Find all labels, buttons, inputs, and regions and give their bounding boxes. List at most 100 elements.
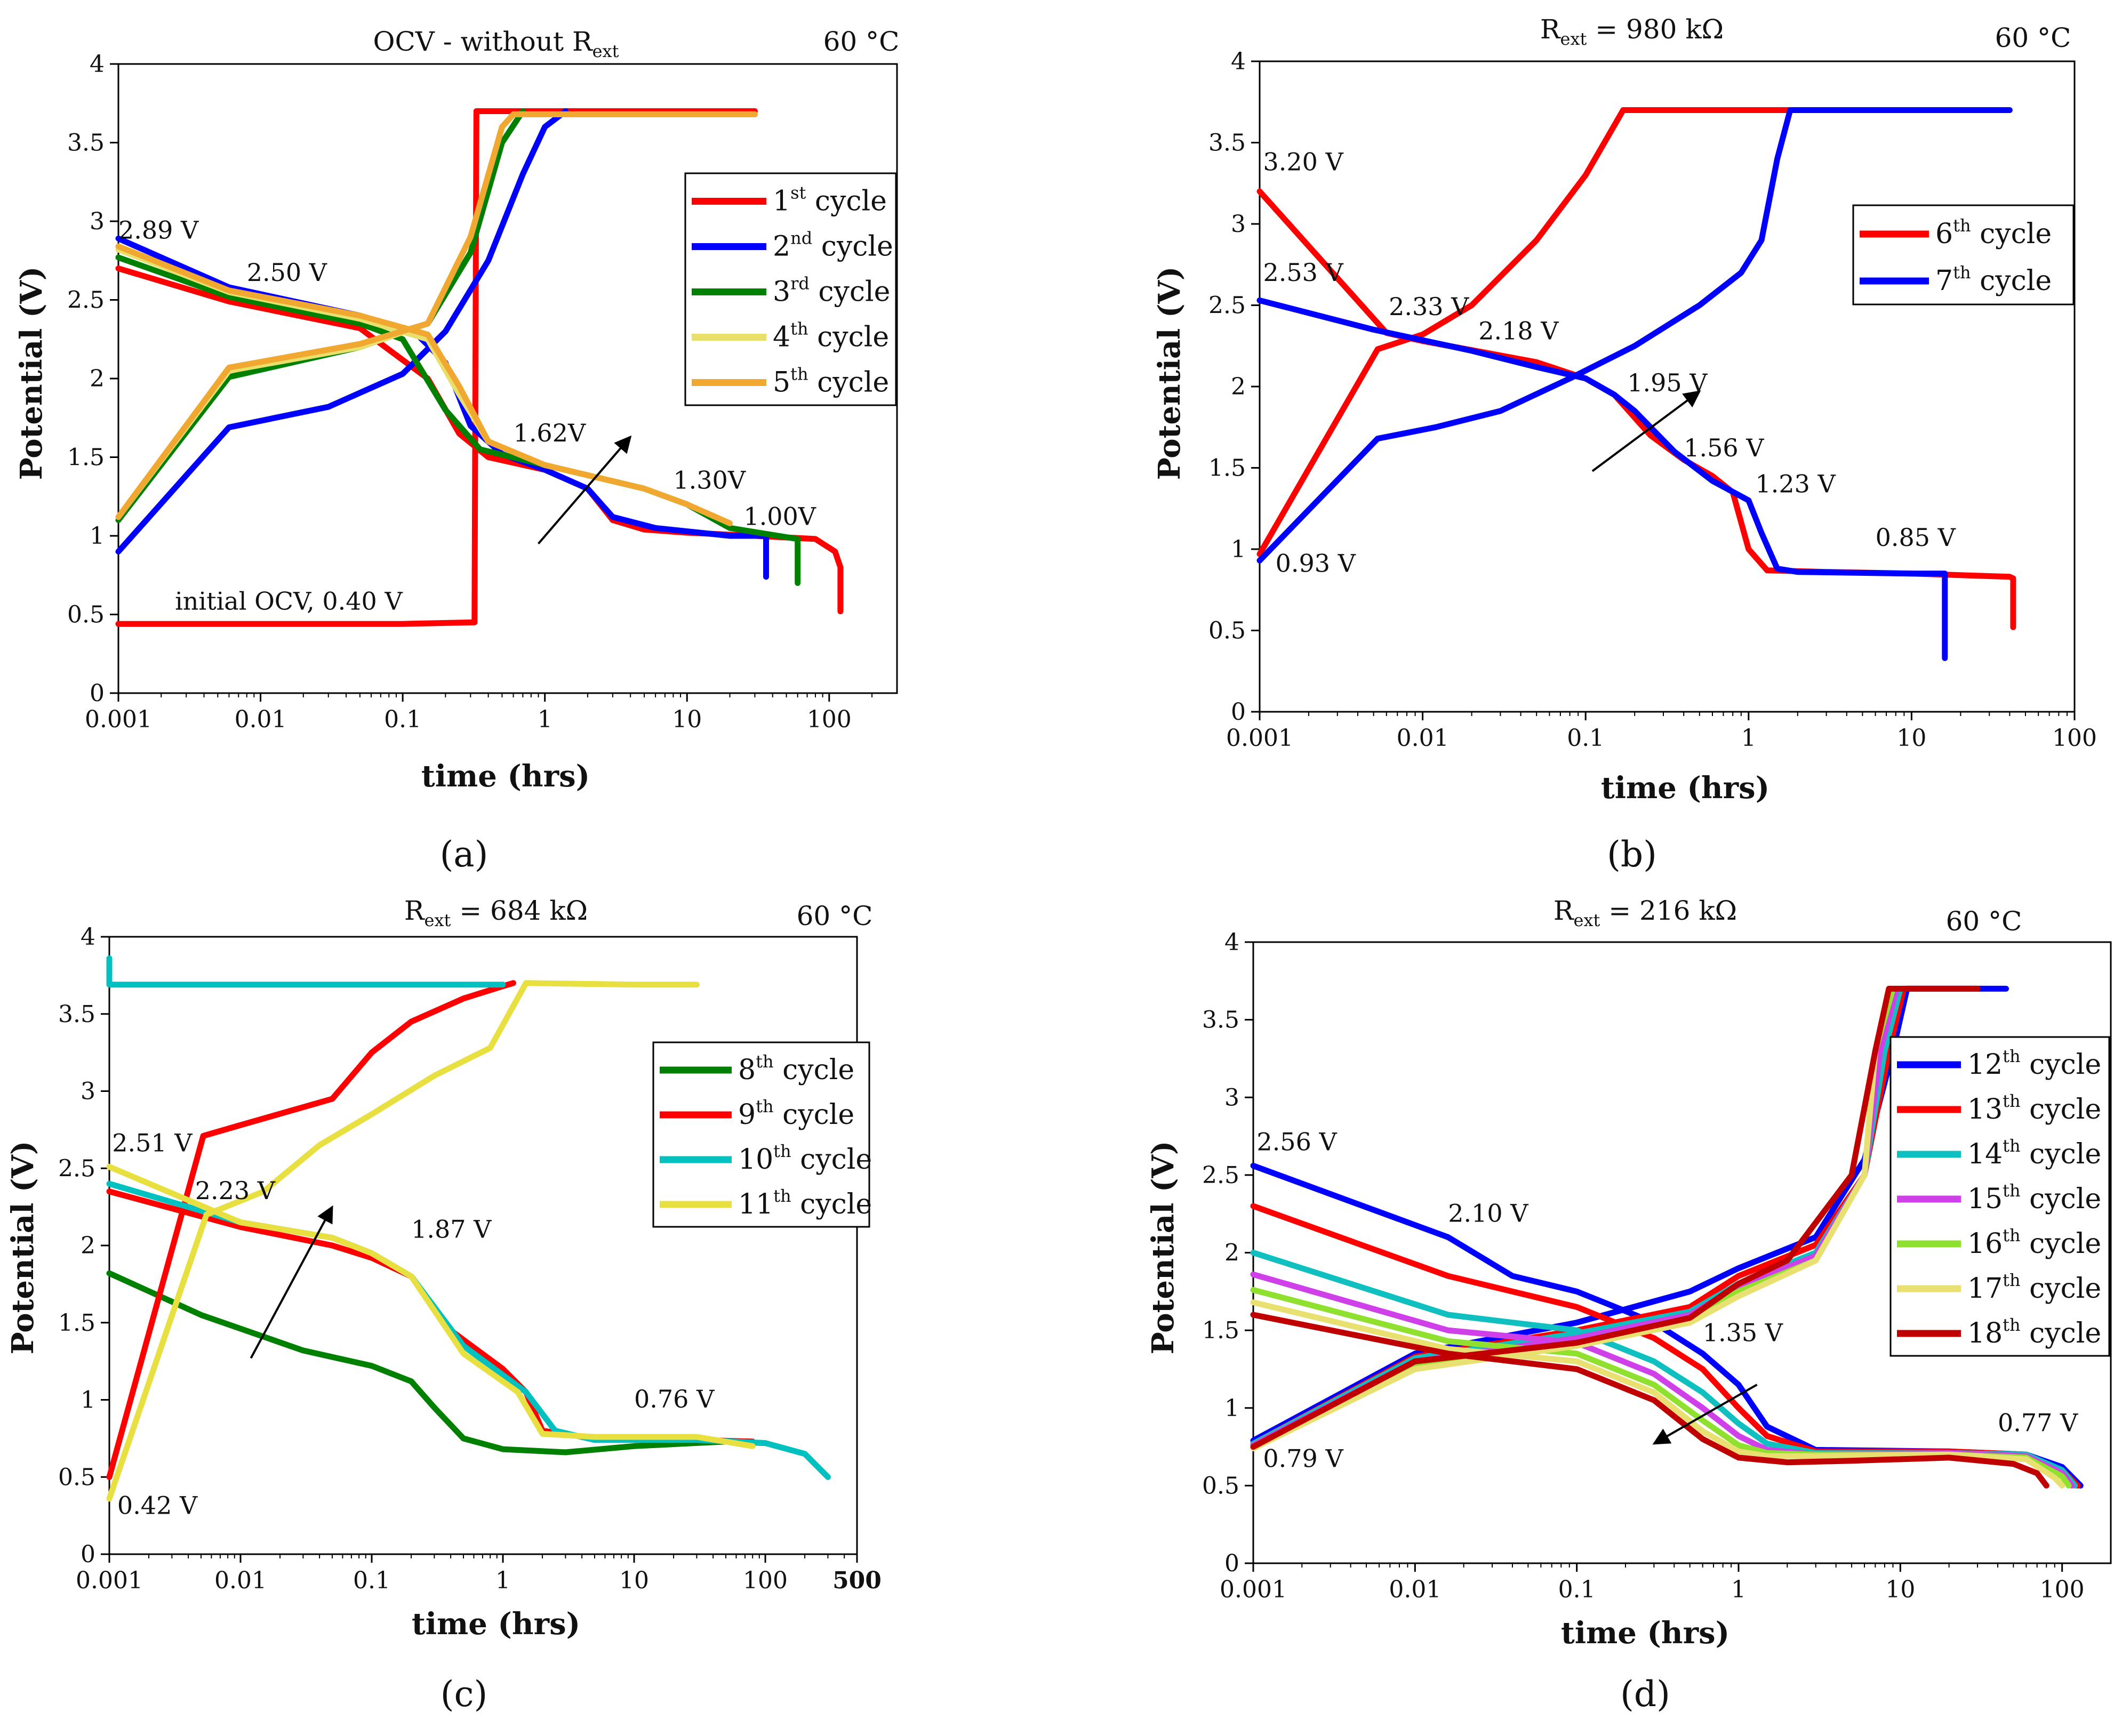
legend-item-d-12: 12th cycle: [1967, 1046, 2101, 1081]
annotations-a: 2.89 V 2.50 V 1.62V 1.30V 1.00V initial OCV, …: [118, 215, 816, 615]
x-tick-label-d: 1: [1731, 1576, 1746, 1603]
x-tick-label-c: 500: [832, 1567, 882, 1594]
series-line-d-17-charge: [1250, 985, 1892, 1451]
legend-b: 6th cycle 7th cycle: [1852, 204, 2075, 306]
temperature-label-d: 60 °C: [1946, 906, 2022, 937]
trend-arrow-d: [1652, 1384, 1758, 1445]
trend-arrow-c: [250, 1205, 333, 1359]
panel-label-d: (d): [1620, 1674, 1670, 1715]
y-tick-label-d: 2: [1224, 1240, 1239, 1267]
curves-c: [106, 955, 831, 1502]
y-tick-label-c: 0: [81, 1541, 95, 1568]
chart-panel-b: Rext = 980 kΩ 60 °C time (hrs) Potential…: [1152, 14, 2097, 875]
y-tick-label-c: 1: [81, 1387, 95, 1414]
x-tick-label-c: 0.01: [214, 1567, 267, 1594]
series-line-d-15-charge: [1250, 985, 1900, 1449]
series-line-d-14-charge: [1250, 985, 1903, 1447]
y-axis-label-a: Potential (V): [14, 267, 49, 480]
x-tick-label-c: 0.1: [353, 1567, 390, 1594]
annotation-label-b: 0.85 V: [1876, 523, 1956, 552]
y-tick-label-d: 4: [1224, 929, 1239, 956]
x-axis-label-c: time (hrs): [412, 1606, 580, 1642]
plot-frame-c: [108, 936, 858, 1555]
y-tick-label-a: 3.5: [67, 130, 105, 157]
annotation-label-a: initial OCV, 0.40 V: [175, 587, 403, 616]
legend-item-d-16: 16th cycle: [1967, 1225, 2101, 1260]
y-tick-label-d: 1: [1224, 1395, 1239, 1422]
y-tick-label-b: 3.5: [1208, 130, 1246, 157]
y-tick-label-c: 4: [81, 923, 95, 951]
annotation-label-c: 0.76 V: [634, 1385, 715, 1413]
y-tick-label-d: 2.5: [1202, 1162, 1239, 1189]
x-tick-label-a: 0.001: [85, 706, 152, 733]
annotations-b: 3.20 V2.53 V2.33 V2.18 V1.95 V1.56 V1.23…: [1263, 147, 1956, 577]
legend-item-a-5: 5th cycle: [773, 364, 889, 399]
legend-item-a-3: 3rd cycle: [773, 274, 890, 308]
series-line-a-3-discharge: [115, 254, 801, 586]
legend-box-b: [1852, 204, 2075, 306]
annotations-d: 2.56 V 2.10 V 1.35 V 0.77 V 0.79 V: [1256, 1127, 2078, 1473]
annotation-label-d: 1.35 V: [1703, 1319, 1783, 1347]
x-tick-label-b: 0.001: [1226, 725, 1293, 752]
y-tick-label-b: 1.5: [1208, 455, 1246, 482]
chart-panel-c: Rext = 684 kΩ 60 °C time (hrs) Potential…: [5, 895, 882, 1715]
x-tick-label-d: 0.001: [1220, 1576, 1287, 1603]
legend-item-a-2: 2nd cycle: [773, 228, 893, 263]
series-line-b-6-charge: [1256, 107, 1915, 557]
y-tick-label-c: 2: [81, 1232, 95, 1259]
legend-item-d-14: 14th cycle: [1967, 1136, 2101, 1170]
annotation-label-a: 1.30V: [673, 466, 746, 495]
y-tick-label-d: 1.5: [1202, 1317, 1239, 1344]
series-line-c-11-discharge: [106, 1163, 756, 1449]
legend-c: 8th cycle 9th cycle 10th cycle 11th cycle: [652, 1041, 872, 1228]
legend-d: 12th cycle 13th cycle 14th cycle 15th cycle…: [1889, 1036, 2110, 1357]
annotation-label-b: 3.20 V: [1263, 147, 1343, 176]
x-tick-label-c: 10: [619, 1567, 649, 1594]
legend-item-c-10: 10th cycle: [738, 1141, 872, 1176]
annotation-label-b: 2.53 V: [1263, 258, 1343, 287]
annotation-label-d: 0.79 V: [1263, 1444, 1343, 1473]
y-tick-label-c: 2.5: [58, 1155, 95, 1182]
y-tick-label-b: 4: [1231, 48, 1246, 75]
y-tick-label-d: 0.5: [1202, 1472, 1239, 1499]
annotation-label-a: 2.50 V: [247, 258, 327, 287]
axis-ticks-c: 0.001 0.01 0.1 1 10 100 500 0 0.5 1 1.5 2 2.5 3 3.5 4: [58, 923, 882, 1594]
y-tick-label-d: 3.5: [1202, 1007, 1239, 1034]
y-tick-label-a: 3: [90, 208, 105, 235]
x-tick-label-d: 0.01: [1389, 1576, 1441, 1603]
chart-title-a: OCV - without Rext: [373, 26, 619, 61]
panel-label-b: (b): [1607, 834, 1657, 875]
x-tick-label-a: 0.01: [235, 706, 287, 733]
series-line-c-11-charge: [106, 980, 700, 1502]
x-tick-label-a: 100: [807, 706, 852, 733]
y-tick-label-b: 0: [1231, 698, 1246, 726]
y-tick-label-a: 1.5: [67, 444, 105, 471]
chart-title-b: Rext = 980 kΩ: [1540, 14, 1724, 49]
series-line-c-8-charge: [106, 1270, 768, 1456]
y-tick-label-b: 0.5: [1208, 617, 1246, 645]
series-line-d-18-discharge: [1250, 1312, 2049, 1489]
legend-item-b-7: 7th cycle: [1935, 262, 2052, 297]
y-axis-label-c: Potential (V): [5, 1141, 41, 1355]
annotations-c: 2.51 V2.23 V 1.87 V 0.76 V 0.42 V: [112, 1128, 715, 1520]
x-tick-label-a: 1: [538, 706, 552, 733]
axis-ticks-b: 0.001 0.01 0.1 1 10 100 0 0.5 1 1.5 2 2.5 3 3.5 4: [1208, 48, 2097, 752]
chart-title-c: Rext = 684 kΩ: [404, 895, 588, 930]
x-tick-label-d: 0.1: [1558, 1576, 1596, 1603]
series-line-a-4-charge: [115, 111, 758, 520]
x-tick-label-c: 1: [495, 1567, 510, 1594]
x-tick-label-a: 10: [672, 706, 702, 733]
series-line-d-16-charge: [1250, 985, 1896, 1450]
temperature-label-a: 60 °C: [823, 26, 900, 57]
series-line-c-10-charge: [106, 955, 506, 988]
annotation-label-a: 1.00V: [743, 502, 816, 531]
legend-item-d-15: 15th cycle: [1967, 1180, 2101, 1215]
x-axis-label-b: time (hrs): [1601, 770, 1769, 806]
y-tick-label-d: 0: [1224, 1550, 1239, 1577]
annotation-label-c: 0.42 V: [117, 1491, 198, 1520]
y-tick-label-d: 3: [1224, 1084, 1239, 1111]
x-tick-label-b: 1: [1741, 725, 1756, 752]
x-axis-label-a: time (hrs): [421, 759, 590, 794]
